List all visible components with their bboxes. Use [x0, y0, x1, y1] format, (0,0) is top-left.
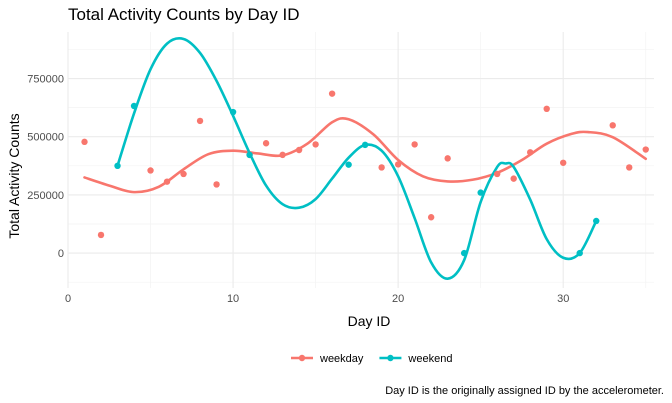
smooth-lines [83, 37, 648, 280]
weekday-point [147, 167, 154, 174]
weekday-point [411, 141, 418, 148]
weekend-point [246, 151, 253, 159]
weekend-point [229, 108, 237, 116]
weekday-point [180, 170, 187, 178]
plot-panel [67, 32, 654, 288]
weekday-point [81, 138, 88, 146]
grid-major [67, 32, 654, 288]
y-axis-tick-labels: 0 250000 500000 750000 [27, 74, 64, 261]
y-axis-title: Total Activity Counts [6, 113, 22, 238]
weekday-point [196, 117, 204, 125]
weekend-point [130, 102, 138, 110]
x-tick-label: 0 [65, 293, 71, 305]
legend-label: weekend [407, 353, 452, 365]
weekend-point [460, 249, 468, 257]
weekend-point [576, 249, 583, 257]
weekday-point [642, 146, 649, 153]
weekday-point [510, 175, 517, 182]
weekday-point [163, 178, 171, 185]
weekday-point [97, 231, 105, 239]
weekday-point [279, 151, 286, 159]
weekday-point [626, 164, 633, 171]
legend-label: weekday [319, 353, 364, 365]
weekday-point [444, 155, 451, 162]
y-tick-label: 500000 [27, 132, 64, 144]
weekday-point [295, 146, 303, 154]
weekday-point [262, 140, 270, 147]
weekday-point [328, 90, 336, 97]
weekday-point [560, 159, 567, 166]
y-tick-label: 0 [58, 248, 64, 260]
chart-title: Total Activity Counts by Day ID [68, 5, 299, 24]
legend: weekday weekend [291, 353, 452, 365]
data-points [81, 90, 649, 257]
legend-key-point [387, 354, 394, 362]
chart-caption: Day ID is the originally assigned ID by … [385, 385, 664, 397]
weekday-point [493, 170, 501, 178]
y-tick-label: 250000 [27, 190, 64, 202]
weekday-point [543, 105, 550, 113]
x-tick-label: 30 [557, 293, 569, 305]
weekday-smooth-line [83, 116, 648, 194]
weekend-point [477, 189, 484, 196]
weekend-point [114, 162, 121, 170]
y-tick-label: 750000 [27, 74, 64, 86]
weekend-point [361, 141, 369, 149]
legend-item-weekend: weekend [379, 353, 452, 365]
x-tick-label: 20 [392, 293, 404, 305]
legend-key-point [298, 354, 306, 362]
x-axis-tick-labels: 0 10 20 30 [65, 293, 569, 305]
weekend-point [593, 217, 600, 225]
weekend-point [345, 161, 352, 168]
weekday-point [394, 161, 402, 168]
x-tick-label: 10 [227, 293, 239, 305]
grid-minor [68, 32, 654, 288]
legend-item-weekday: weekday [291, 353, 364, 365]
weekday-point [213, 181, 220, 188]
weekday-point [378, 164, 385, 171]
weekday-point [312, 141, 319, 148]
weekday-point [427, 214, 435, 221]
weekday-point [609, 122, 616, 129]
x-axis-title: Day ID [348, 313, 391, 329]
weekday-point [526, 149, 534, 156]
